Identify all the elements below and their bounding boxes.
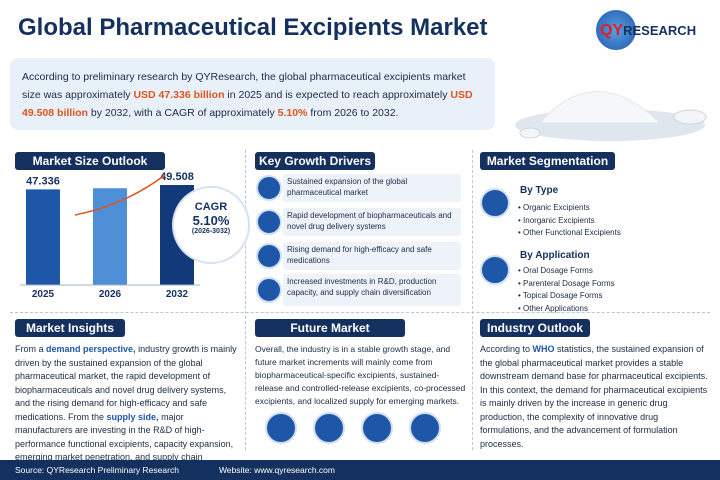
product-image bbox=[515, 91, 707, 141]
divider bbox=[10, 312, 710, 313]
logo-globe bbox=[596, 10, 636, 50]
section-header: Market Segmentation bbox=[480, 152, 615, 170]
segment-list: Oral Dosage FormsParenteral Dosage Forms… bbox=[518, 265, 615, 315]
intro-text: by 2032, with a CAGR of approximately bbox=[87, 107, 278, 119]
intro-box bbox=[10, 58, 495, 130]
logo: QYRESEARCH bbox=[600, 22, 696, 40]
segment-item: Parenteral Dosage Forms bbox=[518, 278, 615, 291]
driver: Sustained expansion of the global pharma… bbox=[283, 174, 461, 202]
cagr-period: (2026-3032) bbox=[191, 228, 231, 235]
driver: Rising demand for high-efficacy and safe… bbox=[283, 242, 461, 270]
growth-arrow bbox=[74, 174, 166, 216]
segment-item: Other Applications bbox=[518, 303, 615, 316]
text: According to bbox=[480, 344, 533, 354]
footer-website: Website: www.qyresearch.com bbox=[218, 465, 335, 475]
value-label: 49.508 bbox=[160, 171, 194, 183]
highlight: supply side, bbox=[106, 411, 159, 422]
section-header: Industry Outlook bbox=[480, 319, 590, 337]
cagr-value: 5.10% bbox=[192, 213, 230, 228]
outlook-text: According to WHO statistics, the sustain… bbox=[480, 343, 708, 451]
footer: Source: QYResearch Preliminary Research W… bbox=[0, 460, 720, 480]
intro-text: in 2025 and is expected to reach approxi… bbox=[224, 89, 451, 101]
segment-heading: By Type bbox=[520, 185, 559, 196]
icon bbox=[361, 412, 393, 444]
icon bbox=[265, 412, 297, 444]
segment-item: Organic Excipients bbox=[518, 202, 621, 215]
value-label: 47.336 bbox=[26, 175, 60, 187]
segment-heading: By Application bbox=[520, 250, 590, 261]
intro-highlight: USD 47.336 billion bbox=[133, 89, 225, 101]
divider bbox=[472, 150, 473, 450]
category-label: 2026 bbox=[99, 289, 122, 300]
footer-source: Source: QYResearch Preliminary Research bbox=[15, 465, 179, 475]
insights-text: From a demand perspective, industry grow… bbox=[15, 343, 240, 478]
section-header: Future Market Opportunities bbox=[255, 319, 405, 353]
icon bbox=[480, 255, 510, 285]
highlight: demand perspective, bbox=[46, 344, 136, 354]
category-label: 2025 bbox=[32, 289, 55, 300]
segment-item: Oral Dosage Forms bbox=[518, 265, 615, 278]
icon bbox=[480, 188, 510, 218]
icon bbox=[313, 412, 345, 444]
intro-highlight: 5.10% bbox=[277, 107, 308, 119]
section-header: Market Insights bbox=[15, 319, 125, 337]
segment-item: Topical Dosage Forms bbox=[518, 290, 615, 303]
driver: Rapid development of biopharmaceuticals … bbox=[283, 208, 461, 236]
text: statistics, the sustained expansion of t… bbox=[480, 344, 708, 449]
icon bbox=[409, 412, 441, 444]
intro-text: According to preliminary research by QYR… bbox=[22, 71, 466, 101]
segment-list: Organic ExcipientsInorganic ExcipientsOt… bbox=[518, 202, 621, 240]
icon bbox=[256, 277, 282, 303]
divider bbox=[245, 150, 246, 450]
icon bbox=[256, 209, 282, 235]
opportunities-text: Overall, the industry is in a stable gro… bbox=[255, 344, 466, 406]
section-header: Market Size Outlook bbox=[15, 152, 165, 170]
cagr-label: CAGR bbox=[194, 201, 228, 213]
logo-qy: QY bbox=[600, 22, 624, 39]
text: From a bbox=[15, 344, 47, 354]
segment-item: Inorganic Excipients bbox=[518, 215, 621, 228]
segment-item: Other Functional Excipients bbox=[518, 227, 621, 240]
bar bbox=[26, 189, 60, 285]
highlight: WHO bbox=[532, 344, 555, 354]
icon bbox=[256, 243, 282, 269]
intro-text: from 2026 to 2032. bbox=[307, 107, 399, 119]
icon bbox=[256, 175, 282, 201]
intro-highlight: USD 49.508 billion bbox=[22, 89, 473, 119]
logo-text: RESEARCH bbox=[623, 23, 697, 38]
title: Global Pharmaceutical Excipients Market bbox=[18, 14, 488, 41]
driver: Increased investments in R&D, production… bbox=[283, 274, 461, 306]
intro: According to preliminary research by QYR… bbox=[22, 68, 482, 122]
category-label: 2032 bbox=[166, 289, 189, 300]
text: industry growth is mainly driven by the … bbox=[15, 344, 237, 422]
section-header: Key Growth Drivers bbox=[255, 152, 375, 170]
bar-chart: 47.336 2025 2026 49.508 2032 bbox=[20, 171, 200, 300]
bar bbox=[93, 188, 127, 285]
cagr-badge: CAGR 5.10% (2026-3032) bbox=[172, 186, 250, 264]
